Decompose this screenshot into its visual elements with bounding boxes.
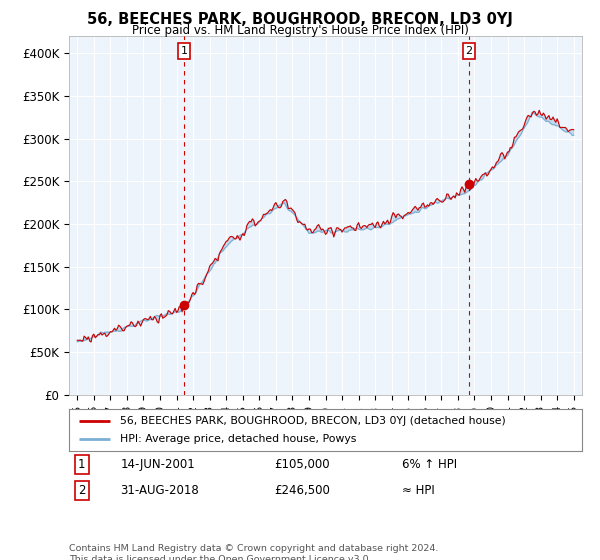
Text: 56, BEECHES PARK, BOUGHROOD, BRECON, LD3 0YJ: 56, BEECHES PARK, BOUGHROOD, BRECON, LD3… [87,12,513,27]
Text: 1: 1 [181,46,188,56]
Text: 56, BEECHES PARK, BOUGHROOD, BRECON, LD3 0YJ (detached house): 56, BEECHES PARK, BOUGHROOD, BRECON, LD3… [121,416,506,426]
Text: £246,500: £246,500 [274,484,330,497]
Text: 2: 2 [78,484,86,497]
Text: Price paid vs. HM Land Registry's House Price Index (HPI): Price paid vs. HM Land Registry's House … [131,24,469,36]
Text: 1: 1 [78,458,86,470]
Text: ≈ HPI: ≈ HPI [403,484,435,497]
Text: 6% ↑ HPI: 6% ↑ HPI [403,458,458,470]
Text: 2: 2 [466,46,473,56]
Text: HPI: Average price, detached house, Powys: HPI: Average price, detached house, Powy… [121,434,356,444]
Text: £105,000: £105,000 [274,458,330,470]
Text: 14-JUN-2001: 14-JUN-2001 [121,458,195,470]
Text: 31-AUG-2018: 31-AUG-2018 [121,484,199,497]
Text: Contains HM Land Registry data © Crown copyright and database right 2024.
This d: Contains HM Land Registry data © Crown c… [69,544,439,560]
